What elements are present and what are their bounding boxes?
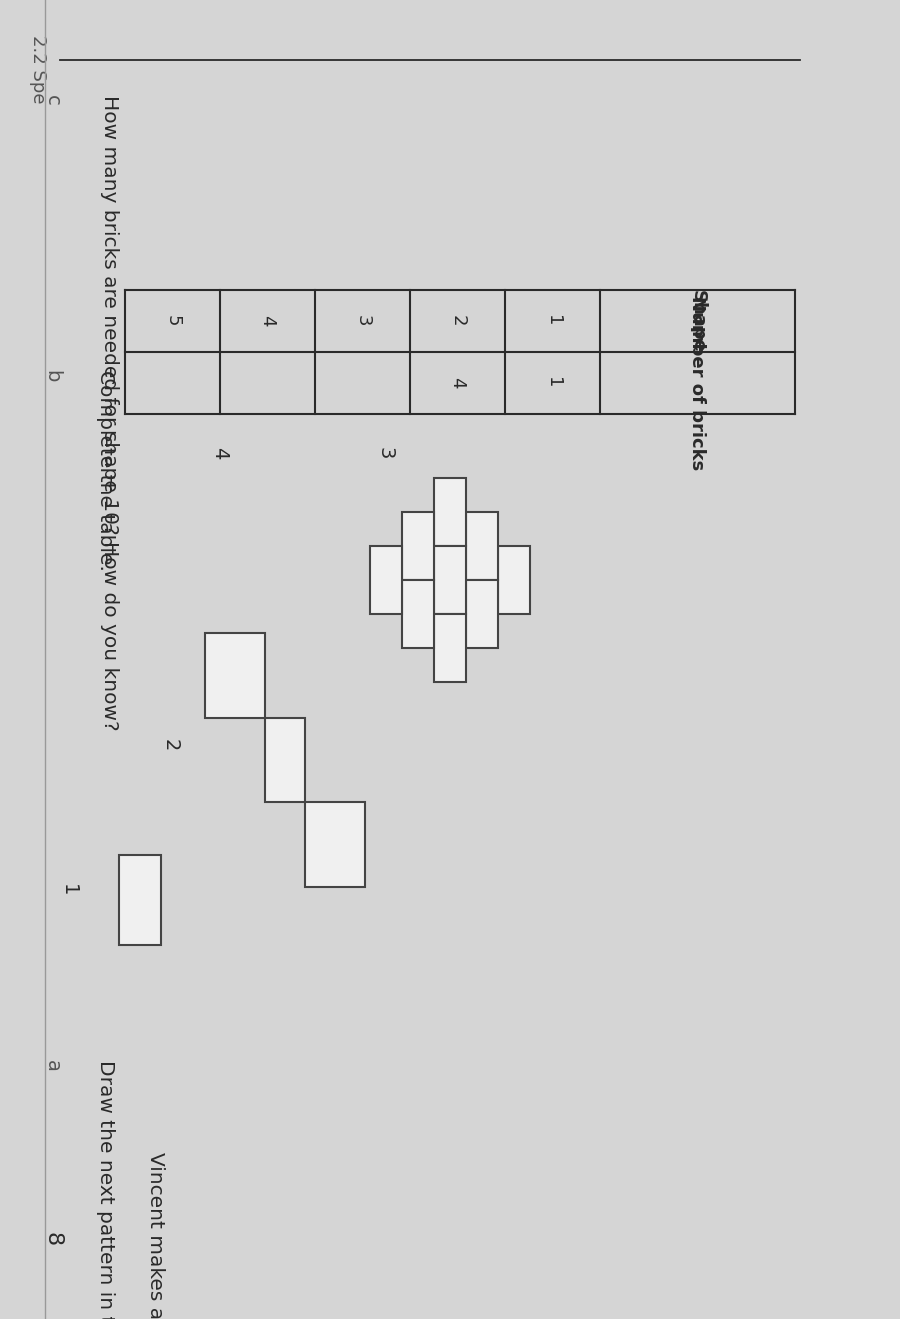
- Bar: [402, 580, 434, 648]
- Text: 1: 1: [58, 884, 77, 896]
- Bar: [434, 477, 466, 546]
- Text: 3: 3: [354, 315, 372, 327]
- Bar: [370, 546, 402, 615]
- Text: 8: 8: [42, 1232, 62, 1246]
- Bar: [265, 718, 305, 802]
- Text: a: a: [42, 1060, 61, 1072]
- Text: 5: 5: [164, 315, 182, 327]
- Text: 2.2 Spe: 2.2 Spe: [29, 36, 47, 103]
- Text: How many bricks are needed for shape 10? How do you know?: How many bricks are needed for shape 10?…: [101, 95, 120, 731]
- Text: 4: 4: [211, 447, 230, 459]
- Text: Vincent makes a sequence using patterns of rectangular bricks.: Vincent makes a sequence using patterns …: [146, 1151, 165, 1319]
- Text: 3: 3: [375, 447, 394, 459]
- Bar: [305, 802, 365, 886]
- Text: b: b: [42, 371, 61, 383]
- Text: Number of bricks: Number of bricks: [688, 295, 706, 470]
- Bar: [119, 855, 161, 944]
- Bar: [466, 512, 498, 580]
- Bar: [498, 546, 530, 615]
- Text: 2: 2: [448, 315, 466, 327]
- Text: 1: 1: [544, 315, 562, 327]
- Bar: [205, 633, 265, 718]
- Text: Complete the table.: Complete the table.: [95, 371, 114, 571]
- Text: c: c: [42, 95, 61, 106]
- Text: Shape: Shape: [688, 290, 706, 352]
- Text: 2: 2: [160, 739, 179, 752]
- Bar: [434, 615, 466, 682]
- Bar: [434, 546, 466, 615]
- Text: 4: 4: [448, 377, 466, 389]
- Bar: [402, 512, 434, 580]
- Text: 4: 4: [258, 315, 276, 327]
- Text: 1: 1: [544, 377, 562, 389]
- Bar: [466, 580, 498, 648]
- Text: Draw the next pattern in the sequence.: Draw the next pattern in the sequence.: [95, 1060, 114, 1319]
